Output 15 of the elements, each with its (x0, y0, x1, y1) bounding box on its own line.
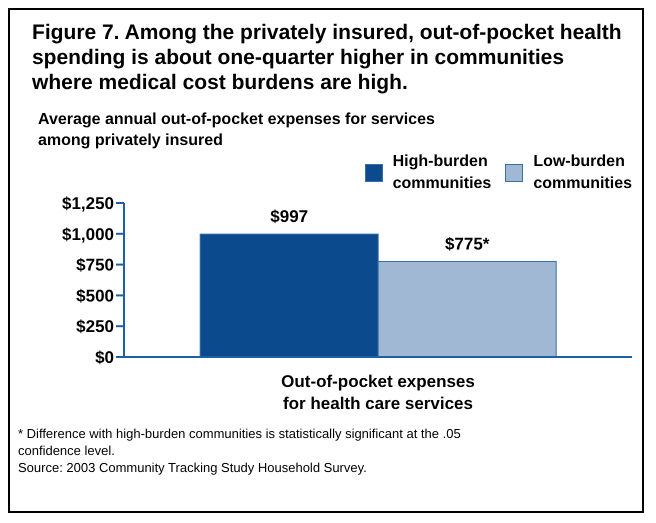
chart-title: Figure 7. Among the privately insured, out-of-pocket health spending is about one-quarter higher in communities where medical cost burdens are high. (31, 20, 623, 95)
y-tick-label: $1,250 (62, 194, 114, 214)
source-note: Source: 2003 Community Tracking Study Household Survey. (18, 459, 368, 476)
legend-label: High-burden communities (392, 152, 492, 194)
y-axis-title: Average annual out-of-pocket expenses for services among privately insured (37, 110, 436, 151)
text: * Difference with high-burden communities is statistically significant at the .05 confidence level. (18, 425, 462, 459)
y-tick-label: $1,000 (62, 224, 114, 244)
data-label: $997 (270, 207, 308, 226)
x-tick-label: Out-of-pocket expenses for health care services (281, 372, 475, 413)
y-tick-label: $0 (95, 348, 114, 368)
data-label: $775* (444, 234, 490, 254)
y-tick-label: $750 (76, 256, 114, 275)
y-tick-label: $250 (76, 317, 114, 336)
y-tick-label: $500 (76, 286, 114, 306)
legend-label: Low-burden communities (533, 152, 632, 194)
